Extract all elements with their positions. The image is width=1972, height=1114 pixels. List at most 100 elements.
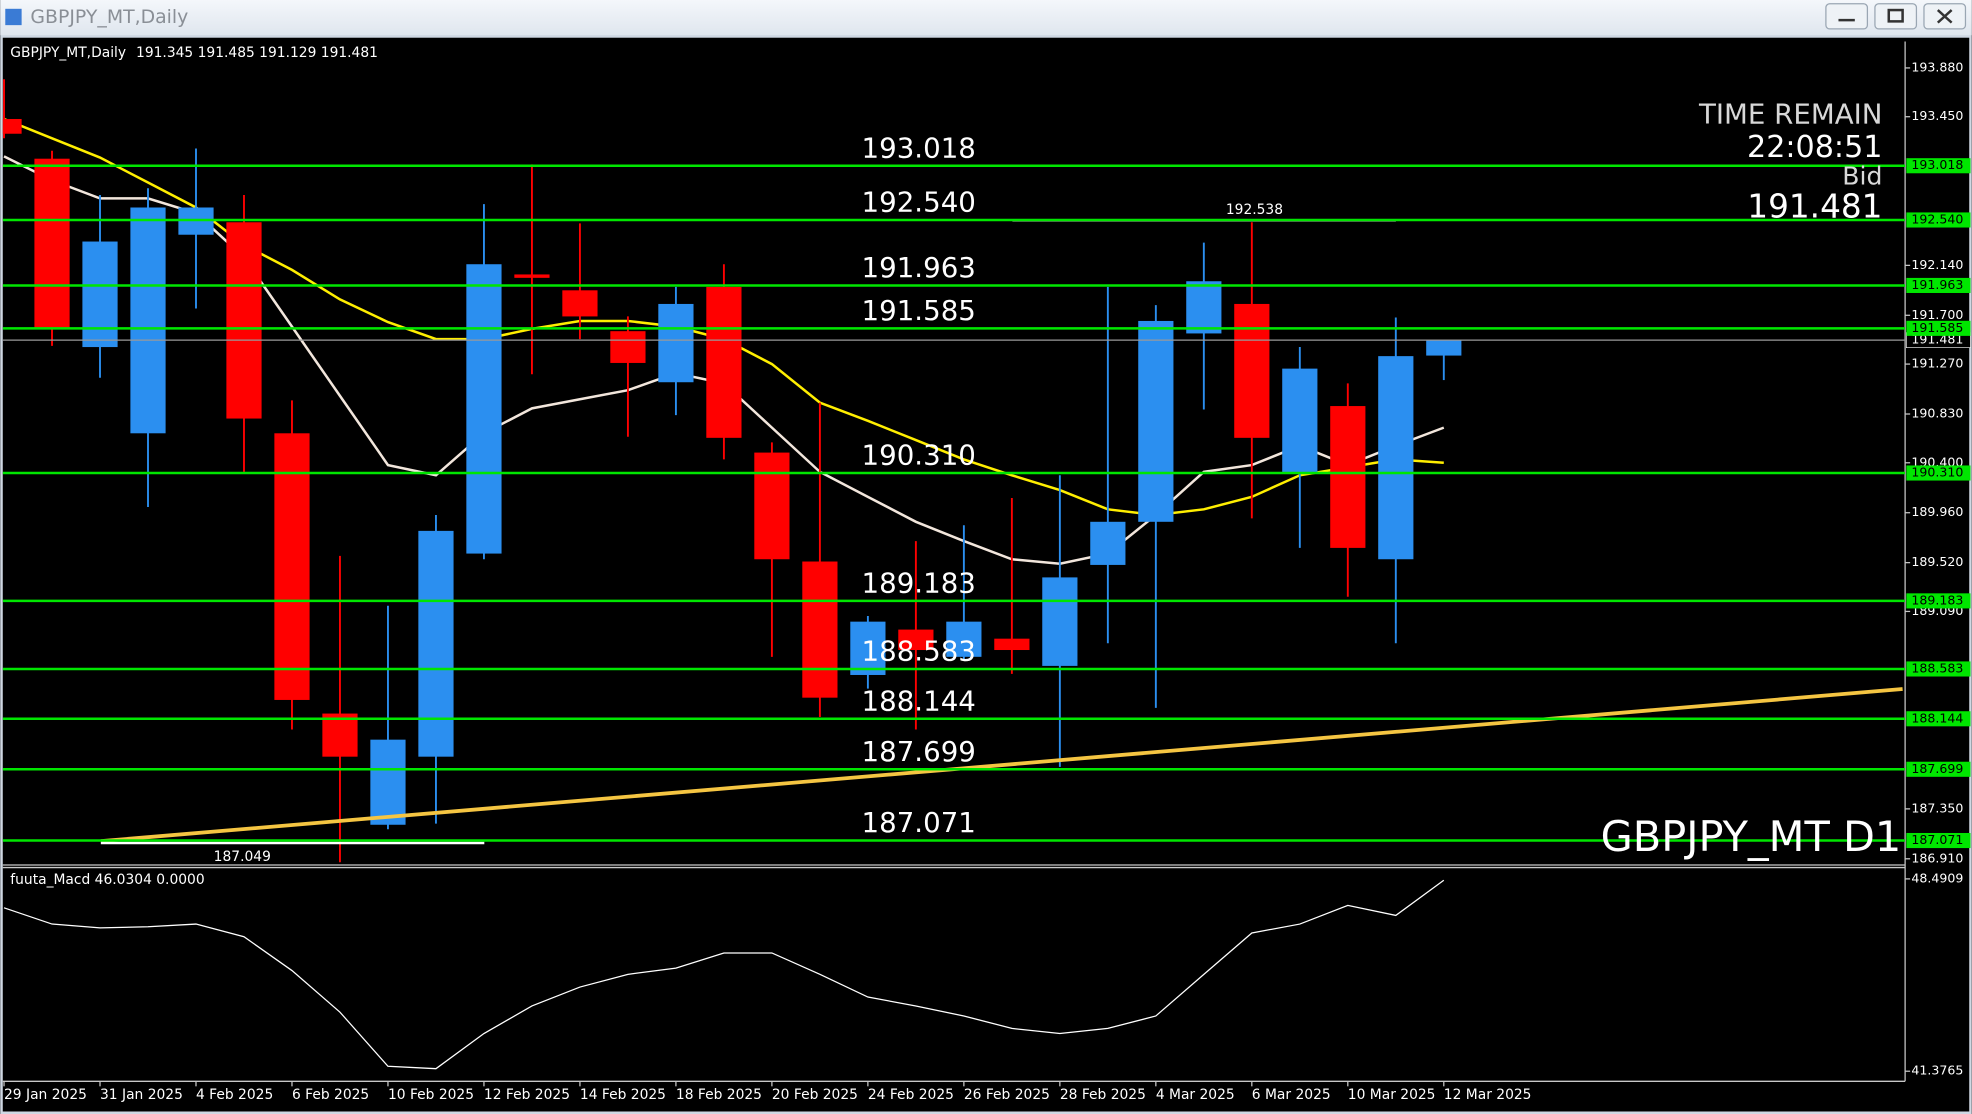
restore-icon (1887, 8, 1904, 23)
close-icon (1936, 9, 1953, 24)
candle-body (1090, 521, 1126, 565)
y-tick-label: 193.450 (1911, 108, 1963, 123)
y-tick-label: 189.520 (1911, 554, 1963, 569)
minimize-button[interactable] (1825, 3, 1869, 30)
overlay: GBPJPY_MT,Daily 191.345 191.485 191.129 … (10, 45, 1901, 888)
candle-body (2, 118, 22, 134)
candle-body (1042, 577, 1078, 666)
level-axis-label: 187.071 (1911, 832, 1963, 847)
candle-body (130, 207, 166, 434)
price-mark-label: 192.538 (1226, 202, 1283, 218)
level-axis-box (1906, 212, 1971, 228)
candle-body (1186, 281, 1222, 334)
x-tick-label: 26 Feb 2025 (964, 1087, 1050, 1103)
level-axis-label: 193.018 (1911, 157, 1963, 172)
level-label: 188.144 (862, 684, 976, 717)
candle-body (82, 241, 118, 348)
candle-body (754, 452, 790, 560)
candle-body (1234, 303, 1270, 438)
title-bar (0, 0, 1972, 36)
candle-body (226, 222, 262, 419)
candle-body (1426, 340, 1462, 356)
y-tick-label: 192.140 (1911, 257, 1963, 272)
y-tick-label: 189.960 (1911, 504, 1963, 519)
level-axis-box (1906, 593, 1971, 609)
ohlc-label: 191.345 191.485 191.129 191.481 (136, 45, 378, 61)
y-tick-label: 191.270 (1911, 356, 1963, 371)
x-tick-label: 28 Feb 2025 (1060, 1087, 1146, 1103)
x-tick-label: 6 Mar 2025 (1252, 1087, 1331, 1103)
candle-body (898, 629, 934, 651)
x-tick-label: 12 Mar 2025 (1444, 1087, 1532, 1103)
y-tick-label: 193.880 (1911, 59, 1963, 74)
y-tick-label: 187.350 (1911, 800, 1963, 815)
candle-body (274, 433, 310, 700)
level-label: 191.963 (862, 251, 976, 284)
level-axis-box (1906, 761, 1971, 777)
macd-line (3, 879, 1445, 1070)
macd-tick-label: 41.3765 (1911, 1063, 1963, 1078)
y-tick-label: 190.830 (1911, 406, 1963, 421)
macd-label: fuuta_Macd 46.0304 0.0000 (10, 872, 204, 888)
candle-body (658, 303, 694, 383)
level-label: 187.071 (862, 806, 976, 839)
axes: 193.880 193.450 192.140 191.700 191.270 190.8… (3, 59, 1971, 1103)
candle-body (322, 713, 358, 757)
level-axis-box (1906, 277, 1971, 293)
level-label: 190.310 (862, 439, 976, 472)
restore-button[interactable] (1874, 3, 1918, 30)
level-label: 188.583 (862, 635, 976, 668)
y-tick-label: 186.910 (1911, 850, 1963, 865)
x-tick-label: 12 Feb 2025 (484, 1087, 570, 1103)
candle-body (562, 290, 598, 317)
level-axis-label: 189.183 (1911, 592, 1963, 607)
level-label: 191.585 (862, 294, 976, 327)
level-axis-label: 188.583 (1911, 660, 1963, 675)
candle-body (370, 739, 406, 825)
candle-body (850, 621, 886, 675)
x-tick-label: 31 Jan 2025 (100, 1087, 183, 1103)
candle-body (1330, 406, 1366, 548)
y-tick-label: 191.700 (1911, 307, 1963, 322)
candle-body (946, 621, 982, 657)
level-label: 193.018 (862, 131, 976, 164)
level-axis-label: 191.585 (1911, 320, 1963, 335)
time-remain-value: 22:08:51 (1747, 130, 1882, 165)
x-tick-label: 14 Feb 2025 (580, 1087, 666, 1103)
level-axis-box (1906, 320, 1971, 336)
level-label: 187.699 (862, 735, 976, 768)
candle-body (610, 331, 646, 363)
level-axis-box (1906, 832, 1971, 849)
level-axis-box (1906, 158, 1971, 174)
level-axis-label: 190.310 (1911, 465, 1963, 480)
x-tick-label: 29 Jan 2025 (4, 1087, 87, 1103)
candle-body (418, 530, 454, 757)
candle-body (706, 286, 742, 438)
candle-body (466, 264, 502, 554)
x-tick-label: 6 Feb 2025 (292, 1087, 369, 1103)
macd-tick-label: 48.4909 (1911, 870, 1963, 885)
x-tick-label: 10 Feb 2025 (388, 1087, 474, 1103)
candle-body (514, 274, 550, 278)
level-axis-box (1906, 711, 1971, 727)
level-label: 189.183 (862, 567, 976, 600)
price-mark-label: 187.049 (214, 849, 271, 865)
level-axis-box (1906, 661, 1971, 677)
level-axis-label: 192.540 (1911, 211, 1963, 226)
trend-line (100, 687, 1903, 844)
candle-body (34, 158, 70, 329)
symbol-label: GBPJPY_MT,Daily (10, 45, 126, 61)
window-icon (5, 8, 22, 26)
window-title: GBPJPY_MT,Daily (30, 6, 188, 28)
candle-body (1138, 320, 1174, 522)
x-tick-label: 4 Feb 2025 (196, 1087, 273, 1103)
x-tick-label: 4 Mar 2025 (1156, 1087, 1235, 1103)
watermark: GBPJPY_MT D1 (1601, 812, 1902, 861)
level-axis-label: 187.699 (1911, 761, 1963, 776)
x-tick-label: 18 Feb 2025 (676, 1087, 762, 1103)
time-remain-label: TIME REMAIN (1698, 98, 1883, 131)
macd-pane (3, 879, 1445, 1070)
main-pane (2, 79, 1906, 863)
